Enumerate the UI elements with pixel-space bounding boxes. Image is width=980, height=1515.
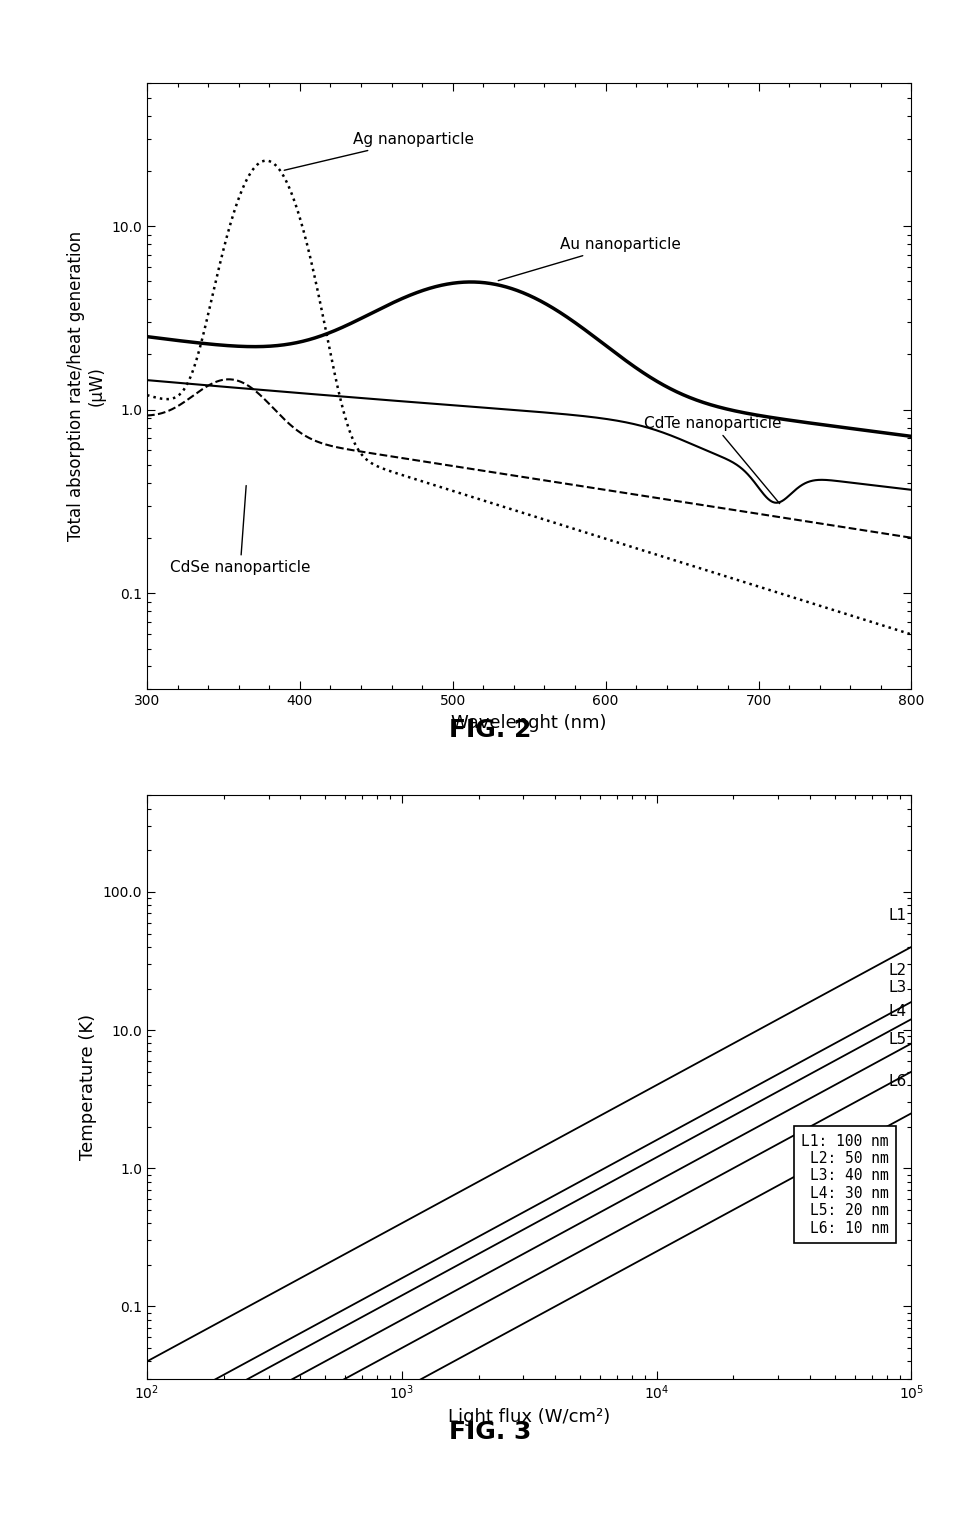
Text: L1: L1 (888, 907, 906, 923)
Text: L5: L5 (888, 1032, 906, 1047)
X-axis label: Wavelenght (nm): Wavelenght (nm) (452, 714, 607, 732)
Text: L4: L4 (888, 1004, 906, 1020)
Text: L3: L3 (888, 980, 906, 995)
Text: L2: L2 (888, 962, 906, 977)
Y-axis label: Total absorption rate/heat generation
(μW): Total absorption rate/heat generation (μ… (67, 232, 106, 541)
Text: Au nanoparticle: Au nanoparticle (498, 238, 681, 280)
Text: L6: L6 (888, 1074, 906, 1089)
Text: L1: 100 nm
L2: 50 nm
L3: 40 nm
L4: 30 nm
L5: 20 nm
L6: 10 nm: L1: 100 nm L2: 50 nm L3: 40 nm L4: 30 nm… (801, 1133, 889, 1236)
Text: Ag nanoparticle: Ag nanoparticle (284, 132, 474, 170)
Text: FIG. 2: FIG. 2 (449, 718, 531, 742)
Text: CdSe nanoparticle: CdSe nanoparticle (170, 486, 311, 576)
Text: CdTe nanoparticle: CdTe nanoparticle (644, 415, 781, 503)
Text: FIG. 3: FIG. 3 (449, 1420, 531, 1444)
Y-axis label: Temperature (K): Temperature (K) (79, 1014, 97, 1160)
X-axis label: Light flux (W/cm²): Light flux (W/cm²) (448, 1407, 611, 1426)
